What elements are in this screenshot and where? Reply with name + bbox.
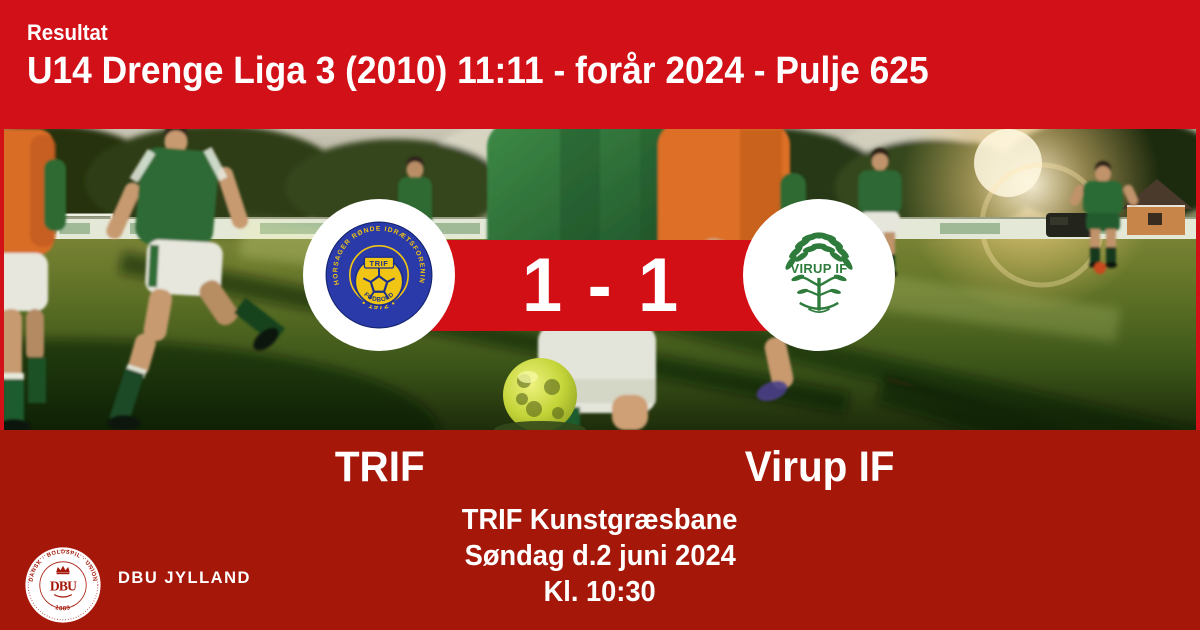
venue-line: TRIF Kunstgræsbane (462, 504, 738, 536)
home-team-name: TRIF (335, 443, 425, 491)
trif-center-top-text: TRIF (370, 259, 389, 268)
home-score: 1 (522, 242, 563, 328)
result-kicker: Resultat (27, 20, 108, 45)
date-line: Søndag d.2 juni 2024 (464, 540, 736, 572)
trif-badge-icon: THORSAGER RØNDE IDRÆTSFORENING • 1972 • … (325, 221, 433, 329)
player-silhouette-far-right (1069, 161, 1139, 274)
dbu-monogram-text: DBU (50, 579, 77, 594)
away-team-name: Virup IF (745, 443, 895, 491)
org-name: DBU JYLLAND (118, 569, 251, 587)
away-team-badge: VIRUP IF (743, 199, 895, 351)
footer: TRIF Virup IF TRIF Kunstgræsbane Søndag … (0, 430, 1200, 630)
player-silhouette-runner (106, 129, 286, 430)
player-silhouette-left-bib (4, 129, 66, 430)
time-line: Kl. 10:30 (543, 576, 657, 608)
away-score: 1 (637, 242, 678, 328)
organization: DANSK · BOLDSPIL · UNION · 1889 · DBU DB… (23, 545, 251, 625)
home-team-badge: THORSAGER RØNDE IDRÆTSFORENING • 1972 • … (303, 199, 455, 351)
virup-side-leaves (791, 274, 847, 294)
virup-label-text: VIRUP IF (791, 261, 848, 276)
virup-tree-trunk (799, 276, 839, 313)
football (494, 358, 586, 430)
league-title: U14 Drenge Liga 3 (2010) 11:11 - forår 2… (27, 50, 929, 92)
dbu-ornament (53, 594, 73, 598)
dbu-crown-icon (56, 565, 70, 575)
header-banner: Resultat U14 Drenge Liga 3 (2010) 11:11 … (0, 0, 1200, 129)
svg-text:· 1889 ·: · 1889 · (49, 603, 77, 612)
dbu-crest-icon: DANSK · BOLDSPIL · UNION · 1889 · DBU (25, 547, 101, 623)
photo-scene (4, 129, 1196, 430)
virup-badge-icon: VIRUP IF (785, 232, 853, 313)
house (1046, 179, 1193, 237)
score-separator: - (587, 242, 613, 328)
dbu-ring-bottom-text: · 1889 · (49, 603, 76, 612)
virup-tree-canopy (785, 232, 853, 270)
match-photo (4, 129, 1196, 430)
match-details: TRIF Kunstgræsbane Søndag d.2 juni 2024 … (0, 502, 1200, 610)
